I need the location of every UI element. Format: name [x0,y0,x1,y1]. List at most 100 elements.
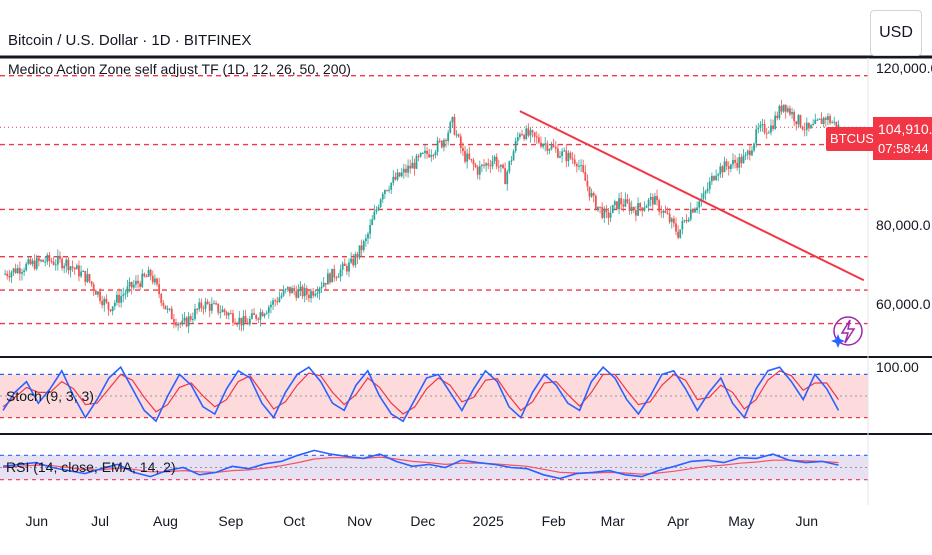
candle-body [278,297,281,303]
candle-body [742,155,745,164]
candle-body [141,273,144,287]
candle-body [685,220,688,222]
candle-body [662,210,665,213]
candle-body [244,316,247,323]
candle-body [719,166,722,175]
candle-body [289,286,291,294]
candle-body [542,144,544,147]
candle-body [175,322,177,326]
candle-body [660,211,663,213]
candle-body [293,288,296,292]
candle-body [257,318,260,320]
candle-body [466,153,469,162]
candle-body [253,313,255,315]
candle-body [516,136,519,141]
candle-body [835,121,838,129]
candle-body [217,303,220,313]
currency-label: USD [879,24,913,41]
candle-body [139,283,142,287]
candle-body [597,206,599,210]
sparkle-icon[interactable] [831,334,845,348]
candle-body [643,207,646,211]
candle-body [818,118,821,120]
candle-body [398,172,401,177]
candle-body [164,305,167,310]
candle-body [358,245,361,258]
candle-body [348,262,350,272]
candle-body [791,112,793,115]
rsi-label: RSI (14, close, EMA, 14, 2) [6,459,176,475]
candle-body [497,166,500,168]
candle-body [575,163,578,167]
candle-body [6,273,9,277]
candle-body [569,152,572,159]
candle-body [584,171,587,181]
candle-body [675,223,677,232]
candle-body [691,209,694,213]
candle-body [770,125,772,133]
candle-body [259,312,262,320]
candle-body [265,312,268,314]
candle-body [772,125,774,129]
candle-body [793,112,796,122]
candle-body [535,136,538,138]
x-tick-label: Sep [218,513,243,529]
candle-body [586,180,589,187]
candle-body [185,317,188,327]
candle-body [25,263,28,271]
candle-body [135,280,137,285]
candle-body [449,122,452,133]
candle-body [286,286,289,289]
candle-body [375,209,378,212]
candle-body [99,291,101,301]
candle-body [272,300,274,305]
candle-body [35,258,38,269]
candle-body [677,231,680,238]
candle-body [738,157,741,168]
candle-body [94,290,97,295]
candle-body [409,165,412,169]
candle-body [561,151,563,157]
candle-body [16,268,19,273]
candle-body [196,308,198,310]
candle-body [310,291,312,299]
candle-body [736,162,739,168]
candle-body [544,143,547,145]
candle-body [352,258,355,266]
candle-body [443,139,445,148]
candle-body [341,263,344,270]
alert-bolt-icon[interactable] [833,316,863,346]
candle-body [647,199,650,206]
candle-body [381,193,384,200]
candle-body [525,128,528,140]
rsi-pane[interactable] [0,449,868,481]
candle-body [172,319,175,323]
currency-selector[interactable]: USD [870,10,922,56]
x-tick-label: Jul [91,513,109,529]
candle-body [548,149,551,151]
candle-body [154,278,156,283]
candle-body [297,289,300,298]
candle-body [447,132,450,141]
candle-body [464,151,466,162]
candle-body [379,199,382,208]
price-pane[interactable] [0,75,868,334]
candle-body [181,320,184,324]
candle-body [805,122,808,130]
candle-body [335,277,338,279]
candle-body [208,304,211,311]
y-tick-label: 60,000.0 [876,296,931,312]
candle-body [73,267,76,270]
candle-body [194,308,196,319]
chart-title: Bitcoin / U.S. Dollar · 1D · BITFINEX [8,32,251,49]
candle-body [774,115,777,129]
candle-body [52,261,55,265]
candle-body [145,276,148,278]
stoch-pane[interactable] [0,365,868,423]
candle-body [33,260,36,269]
y-tick-label: 80,000.0 [876,217,931,233]
candle-body [632,206,635,211]
candle-body [37,258,40,262]
candle-body [50,261,53,263]
